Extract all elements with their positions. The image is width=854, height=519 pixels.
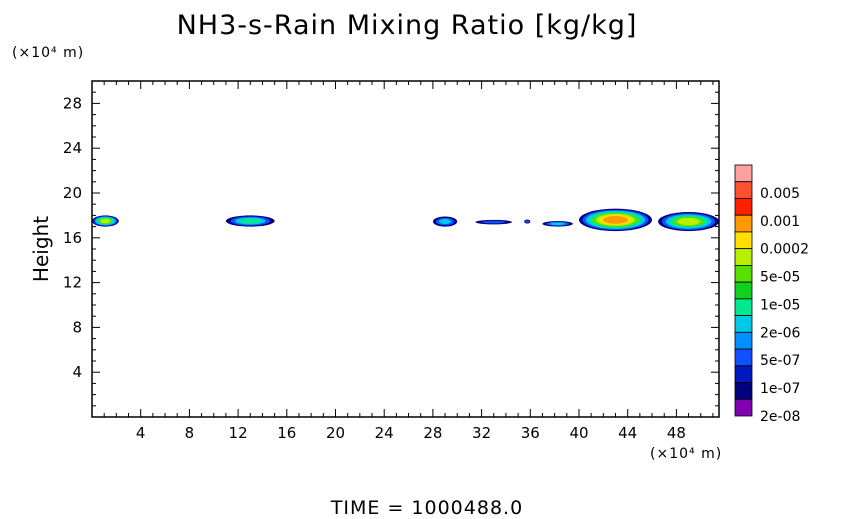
colorbar-cell (734, 281, 753, 300)
x-tick-label: 32 (472, 424, 491, 442)
contour-level (438, 219, 452, 225)
data-feature (658, 212, 719, 232)
y-tick-label: 4 (72, 363, 82, 381)
data-feature (524, 219, 531, 224)
y-axis-label: Height (29, 216, 53, 282)
x-tick-label: 40 (569, 424, 588, 442)
x-tick-label: 16 (277, 424, 296, 442)
x-tick-label: 36 (521, 424, 540, 442)
colorbar-label: 0.0002 (760, 242, 809, 258)
colorbar-cell (734, 315, 753, 333)
x-tick-label: 8 (185, 424, 195, 442)
colorbar-cell (734, 231, 753, 250)
colorbar-cell (734, 164, 753, 183)
colorbar-label: 5e-07 (760, 353, 800, 369)
y-tick-label: 16 (63, 229, 82, 247)
colorbar-cell (734, 198, 753, 216)
x-tick-label: 4 (136, 424, 146, 442)
time-label: TIME = 1000488.0 (330, 497, 524, 519)
y-tick-label: 28 (63, 94, 82, 112)
colorbar-cell (734, 248, 753, 266)
y-tick-label: 12 (63, 274, 82, 292)
x-tick-label: 44 (618, 424, 637, 442)
colorbar-label: 1e-07 (760, 381, 800, 397)
contour-level (525, 220, 530, 223)
data-feature (578, 208, 653, 232)
y-tick-label: 24 (63, 139, 82, 157)
contour-level (482, 220, 506, 224)
y-tick-label: 20 (63, 184, 82, 202)
contour-level (677, 217, 700, 226)
x-tick-label: 24 (375, 424, 394, 442)
y-tick-label: 8 (72, 318, 82, 336)
data-feature (432, 216, 458, 227)
colorbar-cell (734, 214, 753, 233)
data-feature (475, 219, 513, 225)
data-feature (225, 215, 275, 227)
contour-level (239, 218, 261, 224)
data-layer (92, 208, 719, 232)
contour-level (100, 218, 111, 224)
y-axis-unit: (×10⁴ m) (12, 45, 85, 61)
colorbar-cell (734, 398, 753, 417)
plot-frame (91, 80, 720, 418)
colorbar-cell (734, 382, 753, 400)
x-axis-unit: (×10⁴ m) (650, 446, 723, 462)
x-tick-label: 48 (667, 424, 686, 442)
x-tick-label: 20 (326, 424, 345, 442)
colorbar-label: 0.001 (760, 214, 800, 230)
colorbar-label: 2e-08 (760, 409, 800, 425)
colorbar-label: 2e-06 (760, 325, 800, 341)
colorbar-cell (734, 331, 753, 350)
contour-level (550, 222, 566, 226)
colorbar-label: 0.005 (760, 186, 800, 202)
x-tick-label: 28 (423, 424, 442, 442)
colorbar-cell (734, 264, 753, 283)
colorbar-cell (734, 298, 753, 317)
data-feature (542, 221, 573, 227)
contour-level (602, 215, 629, 224)
colorbar-label: 1e-05 (760, 297, 800, 313)
colorbar-label: 5e-05 (760, 270, 800, 286)
x-tick-label: 12 (229, 424, 248, 442)
colorbar-cell (734, 181, 753, 199)
chart-title: NH3-s-Rain Mixing Ratio [kg/kg] (176, 10, 638, 41)
data-feature (92, 215, 119, 227)
colorbar-cell (734, 348, 753, 367)
colorbar: 0.005 0.001 0.0002 5e-05 1e-05 2e-06 5e-07 1e-0… (734, 164, 809, 425)
colorbar-cell (734, 365, 753, 383)
